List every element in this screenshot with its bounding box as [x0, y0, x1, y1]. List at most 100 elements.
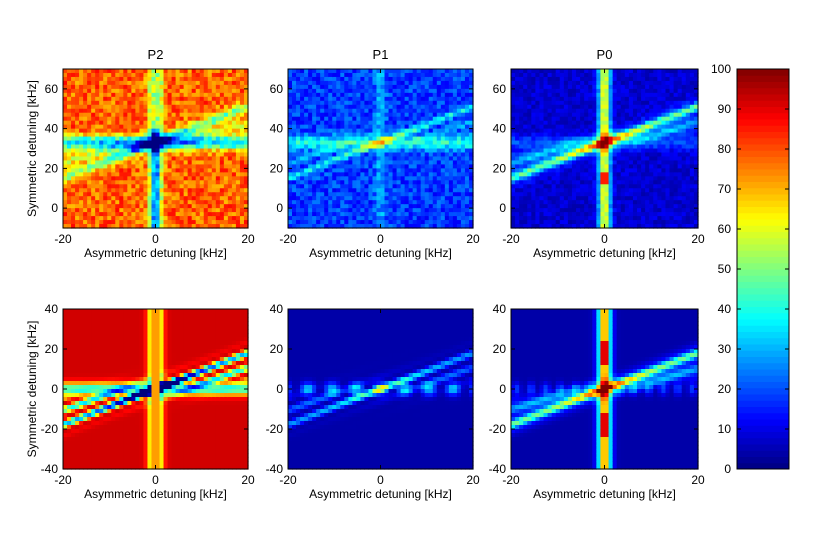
heatmap-cell	[312, 204, 317, 209]
heatmap-cell	[328, 109, 333, 114]
heatmap-cell	[232, 81, 237, 86]
heatmap-cell	[409, 204, 414, 209]
heatmap-cell	[320, 184, 325, 189]
heatmap-cell	[115, 200, 120, 205]
heatmap-cell	[368, 220, 373, 225]
heatmap-cell	[596, 212, 601, 217]
heatmap-cell	[288, 156, 293, 161]
heatmap-cell	[336, 97, 341, 102]
heatmap-cell	[208, 149, 213, 154]
heatmap-cell	[527, 160, 532, 165]
heatmap-cell	[344, 180, 349, 185]
heatmap-cell	[381, 172, 386, 177]
heatmap-cell	[621, 125, 626, 130]
heatmap-cell	[556, 101, 561, 106]
heatmap-cell	[437, 160, 442, 165]
heatmap-cell	[548, 129, 553, 134]
heatmap-cell	[127, 212, 132, 217]
heatmap-cell	[328, 212, 333, 217]
heatmap-cell	[548, 81, 553, 86]
heatmap-cell	[572, 97, 577, 102]
heatmap-cell	[288, 200, 293, 205]
heatmap-cell	[633, 200, 638, 205]
heatmap-cell	[300, 141, 305, 146]
heatmap-cell	[67, 168, 72, 173]
heatmap-cell	[87, 129, 92, 134]
heatmap-cell	[232, 212, 237, 217]
heatmap-cell	[288, 216, 293, 221]
heatmap-cell	[465, 69, 470, 74]
heatmap-cell	[316, 117, 321, 122]
heatmap-cell	[552, 184, 557, 189]
heatmap-cell	[151, 208, 156, 213]
heatmap-cell	[168, 101, 173, 106]
heatmap-cell	[629, 160, 634, 165]
heatmap-cell	[107, 216, 112, 221]
heatmap-cell	[332, 152, 337, 157]
heatmap-cell	[192, 77, 197, 82]
heatmap-cell	[421, 129, 426, 134]
heatmap-cell	[107, 196, 112, 201]
heatmap-cell	[531, 200, 536, 205]
heatmap-cell	[544, 156, 549, 161]
heatmap-cell	[184, 121, 189, 126]
heatmap-cell	[609, 180, 614, 185]
heatmap-cell	[208, 77, 213, 82]
heatmap-cell	[208, 69, 213, 74]
heatmap-cell	[465, 137, 470, 142]
heatmap-cell	[596, 77, 601, 82]
heatmap-cell	[421, 97, 426, 102]
heatmap-cell	[324, 204, 329, 209]
heatmap-cell	[389, 93, 394, 98]
heatmap-cell	[552, 168, 557, 173]
heatmap-cell	[184, 188, 189, 193]
heatmap-cell	[111, 129, 116, 134]
heatmap-cell	[340, 180, 345, 185]
heatmap-cell	[376, 145, 381, 150]
heatmap-cell	[401, 109, 406, 114]
heatmap-cell	[304, 184, 309, 189]
heatmap-cell	[568, 180, 573, 185]
heatmap-cell	[63, 145, 68, 150]
heatmap-cell	[531, 133, 536, 138]
heatmap-cell	[576, 160, 581, 165]
heatmap-cell	[180, 93, 185, 98]
heatmap-cell	[236, 101, 241, 106]
heatmap-cell	[164, 180, 169, 185]
heatmap-cell	[633, 160, 638, 165]
heatmap-cell	[381, 97, 386, 102]
heatmap-cell	[224, 97, 229, 102]
heatmap-cell	[156, 168, 161, 173]
heatmap-cell	[67, 117, 72, 122]
heatmap-cell	[172, 160, 177, 165]
heatmap-cell	[381, 113, 386, 118]
heatmap-cell	[609, 105, 614, 110]
heatmap-cell	[292, 89, 297, 94]
heatmap-cell	[461, 85, 466, 90]
heatmap-cell	[123, 125, 128, 130]
heatmap-cell	[352, 188, 357, 193]
heatmap-cell	[236, 129, 241, 134]
heatmap-cell	[196, 188, 201, 193]
heatmap-cell	[449, 145, 454, 150]
heatmap-cell	[409, 156, 414, 161]
heatmap-cell	[328, 220, 333, 225]
heatmap-cell	[621, 176, 626, 181]
heatmap-cell	[127, 164, 132, 169]
heatmap-cell	[236, 204, 241, 209]
heatmap-cell	[405, 121, 410, 126]
heatmap-cell	[523, 141, 528, 146]
heatmap-cell	[437, 73, 442, 78]
heatmap-cell	[617, 121, 622, 126]
heatmap-cell	[389, 196, 394, 201]
heatmap-cell	[164, 125, 169, 130]
heatmap-cell	[580, 129, 585, 134]
heatmap-cell	[389, 164, 394, 169]
heatmap-cell	[180, 149, 185, 154]
heatmap-cell	[188, 141, 193, 146]
heatmap-cell	[539, 73, 544, 78]
heatmap-cell	[111, 137, 116, 142]
heatmap-cell	[288, 81, 293, 86]
heatmap-cell	[228, 77, 233, 82]
heatmap-cell	[324, 137, 329, 142]
